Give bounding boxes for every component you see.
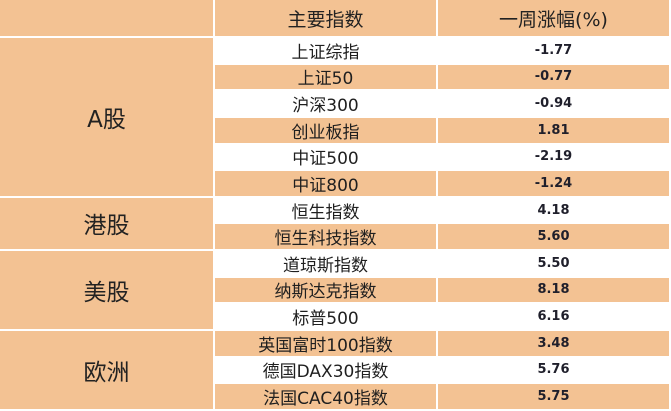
index-name: 中证800	[215, 171, 438, 198]
index-name: 英国富时100指数	[215, 330, 438, 358]
header-index-name: 主要指数	[215, 0, 438, 38]
index-name: 法国CAC40指数	[215, 384, 438, 411]
weekly-change-value: -2.19	[438, 144, 671, 172]
index-name: 上证50	[215, 64, 438, 92]
weekly-change-value: 8.18	[438, 277, 671, 305]
group-europe: 欧洲	[0, 330, 215, 411]
index-name: 德国DAX30指数	[215, 357, 438, 385]
weekly-change-value: -0.94	[438, 91, 671, 118]
weekly-change-value: -1.24	[438, 171, 671, 198]
weekly-change-value: 5.50	[438, 251, 671, 278]
index-name: 道琼斯指数	[215, 251, 438, 278]
index-name: 沪深300	[215, 91, 438, 118]
weekly-change-value: 5.60	[438, 224, 671, 251]
group-a-shares: A股	[0, 38, 215, 198]
index-name: 恒生指数	[215, 197, 438, 225]
header-group-cell	[0, 0, 215, 38]
weekly-change-value: -0.77	[438, 64, 671, 92]
group-hong-kong: 港股	[0, 197, 215, 251]
header-weekly-change: 一周涨幅(%)	[438, 0, 671, 38]
index-name: 上证综指	[215, 38, 438, 65]
weekly-change-value: 4.18	[438, 197, 671, 225]
index-name: 恒生科技指数	[215, 224, 438, 251]
weekly-change-value: 6.16	[438, 304, 671, 331]
index-name: 标普500	[215, 304, 438, 331]
index-name: 纳斯达克指数	[215, 277, 438, 305]
weekly-change-value: -1.77	[438, 38, 671, 65]
weekly-change-value: 1.81	[438, 117, 671, 145]
group-us: 美股	[0, 251, 215, 331]
weekly-change-value: 5.75	[438, 384, 671, 411]
weekly-change-value: 3.48	[438, 330, 671, 358]
index-name: 中证500	[215, 144, 438, 172]
weekly-change-value: 5.76	[438, 357, 671, 385]
index-name: 创业板指	[215, 117, 438, 145]
